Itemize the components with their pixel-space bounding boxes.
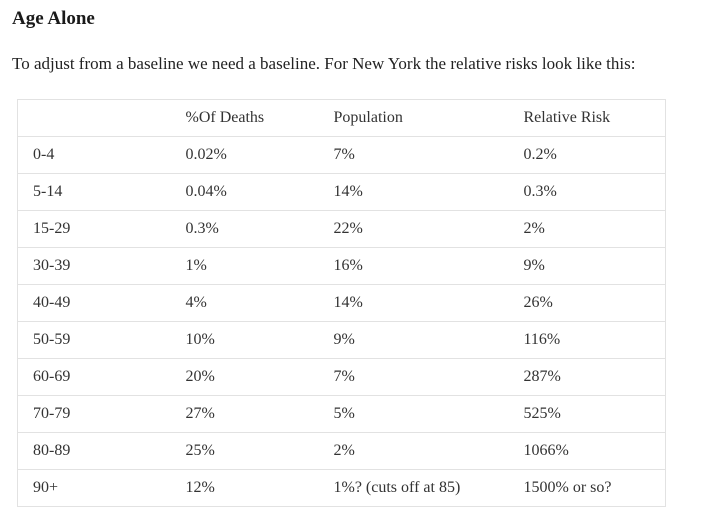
table-cell-population: 5% (318, 395, 509, 433)
column-header-relative-risk: Relative Risk (508, 99, 666, 137)
table-cell-relative-risk: 1500% or so? (508, 469, 666, 507)
table-cell-population: 16% (318, 247, 509, 285)
table-cell-pct-of-deaths: 0.02% (170, 136, 319, 174)
table-cell-relative-risk: 116% (508, 321, 666, 359)
table-cell-pct-of-deaths: 25% (170, 432, 319, 470)
table-cell-population: 22% (318, 210, 509, 248)
column-header-age (17, 99, 171, 137)
table-row: 40-49 4% 14% 26% (17, 284, 666, 322)
table-cell-pct-of-deaths: 12% (170, 469, 319, 507)
table-cell-pct-of-deaths: 0.3% (170, 210, 319, 248)
table-row: 70-79 27% 5% 525% (17, 395, 666, 433)
table-cell-pct-of-deaths: 0.04% (170, 173, 319, 211)
table-cell-age-range: 15-29 (17, 210, 171, 248)
table-cell-relative-risk: 9% (508, 247, 666, 285)
table-cell-population: 2% (318, 432, 509, 470)
table-cell-relative-risk: 525% (508, 395, 666, 433)
table-cell-relative-risk: 2% (508, 210, 666, 248)
relative-risk-table: %Of Deaths Population Relative Risk 0-4 0… (17, 99, 666, 507)
page-title: Age Alone (12, 8, 95, 29)
article-section: Age Alone To adjust from a baseline we n… (12, 8, 666, 507)
table-cell-age-range: 30-39 (17, 247, 171, 285)
column-header-pct-of-deaths: %Of Deaths (170, 99, 319, 137)
table-cell-relative-risk: 0.2% (508, 136, 666, 174)
table-cell-pct-of-deaths: 20% (170, 358, 319, 396)
table-row: 5-14 0.04% 14% 0.3% (17, 173, 666, 211)
table-row: 90+ 12% 1%? (cuts off at 85) 1500% or so? (17, 469, 666, 507)
column-header-population: Population (318, 99, 509, 137)
table-cell-population: 7% (318, 358, 509, 396)
table-cell-relative-risk: 287% (508, 358, 666, 396)
table-cell-age-range: 60-69 (17, 358, 171, 396)
table-cell-age-range: 80-89 (17, 432, 171, 470)
table-cell-population: 14% (318, 173, 509, 211)
table-header-row: %Of Deaths Population Relative Risk (17, 99, 666, 137)
table-cell-pct-of-deaths: 1% (170, 247, 319, 285)
table-row: 30-39 1% 16% 9% (17, 247, 666, 285)
table-cell-age-range: 90+ (17, 469, 171, 507)
table-cell-relative-risk: 1066% (508, 432, 666, 470)
table-row: 15-29 0.3% 22% 2% (17, 210, 666, 248)
table-cell-population: 9% (318, 321, 509, 359)
table-cell-relative-risk: 26% (508, 284, 666, 322)
table-body: 0-4 0.02% 7% 0.2% 5-14 0.04% 14% 0.3% 15-29 0.3% 2… (17, 136, 666, 507)
table-row: 60-69 20% 7% 287% (17, 358, 666, 396)
table-cell-age-range: 5-14 (17, 173, 171, 211)
table-cell-age-range: 50-59 (17, 321, 171, 359)
table-row: 80-89 25% 2% 1066% (17, 432, 666, 470)
table-cell-age-range: 0-4 (17, 136, 171, 174)
table-cell-age-range: 40-49 (17, 284, 171, 322)
table-row: 0-4 0.02% 7% 0.2% (17, 136, 666, 174)
table-cell-population: 14% (318, 284, 509, 322)
table-row: 50-59 10% 9% 116% (17, 321, 666, 359)
table-cell-pct-of-deaths: 10% (170, 321, 319, 359)
intro-paragraph: To adjust from a baseline we need a base… (12, 54, 636, 73)
table-cell-age-range: 70-79 (17, 395, 171, 433)
table-cell-population: 1%? (cuts off at 85) (318, 469, 509, 507)
table-cell-relative-risk: 0.3% (508, 173, 666, 211)
table-cell-population: 7% (318, 136, 509, 174)
table-cell-pct-of-deaths: 27% (170, 395, 319, 433)
table-cell-pct-of-deaths: 4% (170, 284, 319, 322)
